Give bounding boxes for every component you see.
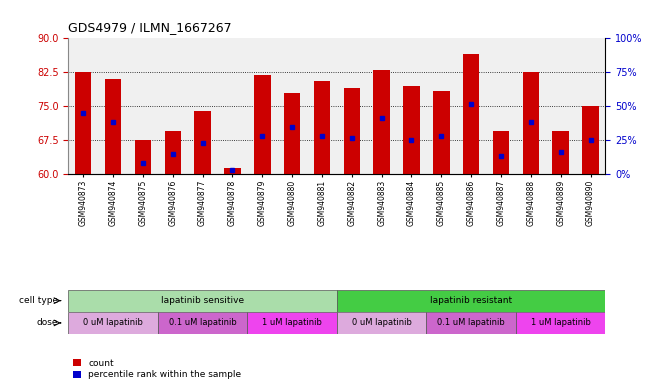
Bar [403,86,420,174]
Text: 0.1 uM lapatinib: 0.1 uM lapatinib [169,318,236,328]
Bar [374,70,390,174]
Bar [105,79,121,174]
Bar [523,73,539,174]
Text: 0 uM lapatinib: 0 uM lapatinib [352,318,411,328]
Bar [553,131,569,174]
Bar [247,312,337,334]
Text: GDS4979 / ILMN_1667267: GDS4979 / ILMN_1667267 [68,22,232,35]
Legend: count, percentile rank within the sample: count, percentile rank within the sample [73,359,242,379]
Bar [426,312,516,334]
Bar [195,111,211,174]
Bar [165,131,181,174]
Text: 0.1 uM lapatinib: 0.1 uM lapatinib [437,318,505,328]
Text: dose: dose [36,318,58,328]
Bar [284,93,300,174]
Text: cell type: cell type [19,296,58,305]
Bar [337,290,605,312]
Text: 0 uM lapatinib: 0 uM lapatinib [83,318,143,328]
Bar [135,140,151,174]
Bar [493,131,509,174]
Text: 1 uM lapatinib: 1 uM lapatinib [531,318,590,328]
Text: lapatinib resistant: lapatinib resistant [430,296,512,305]
Bar [516,312,605,334]
Bar [254,74,271,174]
Bar [463,54,479,174]
Bar [158,312,247,334]
Bar [337,312,426,334]
Bar [344,88,360,174]
Text: 1 uM lapatinib: 1 uM lapatinib [262,318,322,328]
Bar [75,73,92,174]
Bar [224,167,241,174]
Bar [433,91,450,174]
Text: lapatinib sensitive: lapatinib sensitive [161,296,244,305]
Bar [314,81,330,174]
Bar [582,106,599,174]
Bar [68,290,337,312]
Bar [68,312,158,334]
